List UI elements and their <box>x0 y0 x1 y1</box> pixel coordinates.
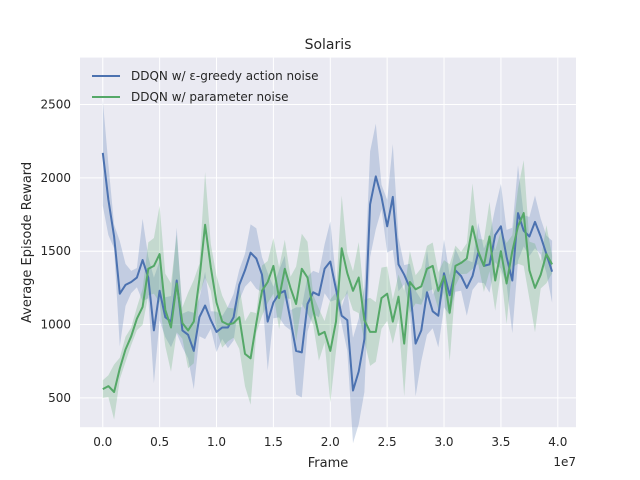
x-axis-label: Frame <box>308 456 349 471</box>
grid <box>80 57 576 428</box>
x-tick-label: 0.0 <box>93 435 112 449</box>
series-band-0 <box>102 100 553 444</box>
y-tick-label: 500 <box>48 391 71 405</box>
series-line-1 <box>102 212 553 393</box>
legend-label-parameter-noise: DDQN w/ parameter noise <box>131 90 288 104</box>
y-axis-ticks: 500 1000 1500 2000 2500 <box>40 98 71 405</box>
y-tick-label: 2000 <box>40 171 71 185</box>
x-tick-label: 2.0 <box>321 435 340 449</box>
x-tick-label: 2.5 <box>378 435 397 449</box>
x-axis-offset-label: 1e7 <box>553 455 576 469</box>
x-tick-label: 0.5 <box>150 435 169 449</box>
legend-label-epsilon-greedy: DDQN w/ ε-greedy action noise <box>131 69 318 83</box>
confidence-bands <box>102 100 553 444</box>
y-tick-label: 2500 <box>40 98 71 112</box>
y-axis-label: Average Episode Reward <box>20 162 35 323</box>
x-tick-label: 4.0 <box>548 435 567 449</box>
x-tick-label: 1.5 <box>264 435 283 449</box>
y-tick-label: 1500 <box>40 244 71 258</box>
legend: DDQN w/ ε-greedy action noise DDQN w/ pa… <box>92 69 318 104</box>
series-lines <box>101 152 554 393</box>
x-tick-label: 3.5 <box>491 435 510 449</box>
x-tick-label: 1.0 <box>207 435 226 449</box>
x-axis-ticks: 0.0 0.5 1.0 1.5 2.0 2.5 3.0 3.5 4.0 <box>93 435 567 449</box>
chart-title: Solaris <box>305 37 352 53</box>
y-tick-label: 1000 <box>40 318 71 332</box>
x-tick-label: 3.0 <box>434 435 453 449</box>
series-band-1 <box>102 160 553 420</box>
